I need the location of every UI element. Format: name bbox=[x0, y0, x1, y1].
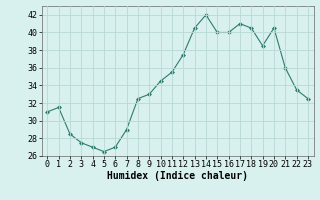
X-axis label: Humidex (Indice chaleur): Humidex (Indice chaleur) bbox=[107, 171, 248, 181]
